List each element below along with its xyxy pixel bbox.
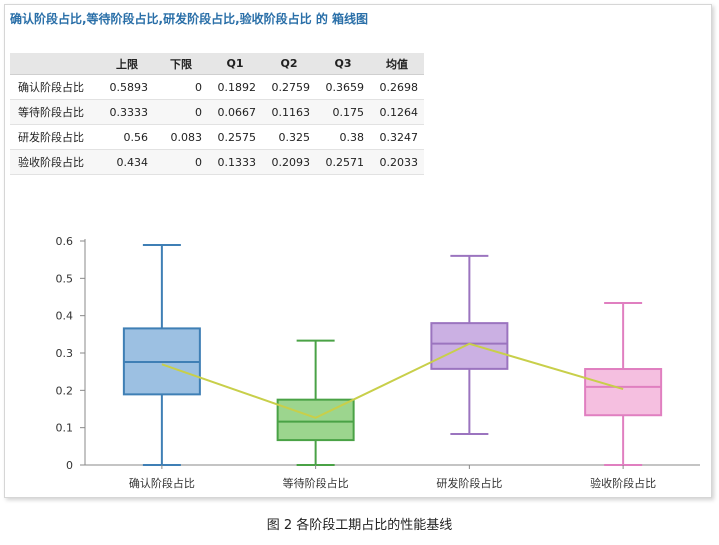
row-label: 验收阶段占比 [10,149,100,175]
table-cell: 0.3659 [316,74,370,100]
table-header-cell [10,53,100,75]
table-cell: 0.2033 [370,149,424,175]
table-cell: 0.1892 [208,74,262,100]
iqr-box [584,368,663,417]
y-tick-label: 0.1 [56,422,74,435]
table-cell: 0.325 [262,124,316,150]
table-cell: 0.2698 [370,74,424,100]
x-tick-label: 研发阶段占比 [436,476,502,490]
y-tick-label: 0.4 [56,310,74,323]
y-tick-label: 0.3 [56,347,74,360]
y-tick-label: 0.5 [56,272,74,285]
table-cell: 0.1264 [370,99,424,125]
table-cell: 0.56 [100,124,154,150]
row-label: 确认阶段占比 [10,74,100,100]
figure-caption: 图 2 各阶段工期占比的性能基线 [266,518,453,533]
table-cell: 0.5893 [100,74,154,100]
table-header-cell: Q2 [262,53,316,75]
table-cell: 0.434 [100,149,154,175]
row-label: 研发阶段占比 [10,124,100,150]
chart-title: 确认阶段占比,等待阶段占比,研发阶段占比,验收阶段占比 的 箱线图 [10,12,369,26]
stats-table: 上限 下限 Q1 Q2 Q3 均值 确认阶段占比 0.5893 0 0.1892… [10,53,424,175]
table-row: 验收阶段占比 0.434 0 0.1333 0.2093 0.2571 0.20… [10,149,424,175]
table-cell: 0.1333 [208,149,262,175]
table-header-row: 上限 下限 Q1 Q2 Q3 均值 [10,53,424,75]
y-tick-label: 0.2 [56,384,74,397]
mean-line [161,342,624,419]
table-row: 等待阶段占比 0.3333 0 0.0667 0.1163 0.175 0.12… [10,99,424,125]
y-tick-label: 0 [66,459,73,472]
y-tick-label: 0.6 [56,235,74,248]
table-cell: 0.1163 [262,99,316,125]
table-cell: 0 [154,99,208,125]
table-header-cell: Q3 [316,53,370,75]
row-label: 等待阶段占比 [10,99,100,125]
table-cell: 0.2093 [262,149,316,175]
table-cell: 0.2575 [208,124,262,150]
table-header-cell: 上限 [100,53,154,75]
table-cell: 0.175 [316,99,370,125]
table-header-cell: 均值 [370,53,424,75]
table-cell: 0.3333 [100,99,154,125]
box-plot: 0 0.1 0.2 0.3 0.4 0.5 0.6 确认阶段占比 等待阶段占比 研发阶段占比 验收阶… [56,235,700,490]
table-cell: 0.083 [154,124,208,150]
table-row: 研发阶段占比 0.56 0.083 0.2575 0.325 0.38 0.32… [10,124,424,150]
x-tick-label: 等待阶段占比 [283,476,349,490]
x-tick-label: 确认阶段占比 [129,476,195,490]
x-tick-label: 验收阶段占比 [590,476,656,490]
table-header-cell: 下限 [154,53,208,75]
table-cell: 0.2571 [316,149,370,175]
table-cell: 0 [154,74,208,100]
table-cell: 0.38 [316,124,370,150]
table-cell: 0.2759 [262,74,316,100]
table-cell: 0.3247 [370,124,424,150]
table-cell: 0 [154,149,208,175]
table-header-cell: Q1 [208,53,262,75]
table-row: 确认阶段占比 0.5893 0 0.1892 0.2759 0.3659 0.2… [10,74,424,100]
iqr-box [430,322,509,370]
table-cell: 0.0667 [208,99,262,125]
